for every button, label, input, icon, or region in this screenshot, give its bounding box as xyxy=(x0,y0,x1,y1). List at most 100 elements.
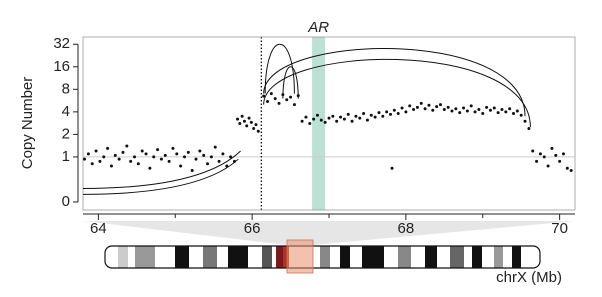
point xyxy=(527,126,531,130)
band xyxy=(362,246,384,268)
band xyxy=(425,246,437,268)
y-tick-label: 8 xyxy=(62,80,70,97)
point xyxy=(300,119,304,123)
ideogram xyxy=(104,239,541,274)
point xyxy=(535,159,539,163)
point xyxy=(269,92,273,96)
band xyxy=(472,246,482,268)
point xyxy=(225,164,229,168)
tail-curve xyxy=(82,150,241,189)
point xyxy=(238,121,242,125)
highlight-label: AR xyxy=(307,19,329,36)
band xyxy=(203,246,217,268)
point xyxy=(281,93,285,97)
point xyxy=(385,110,389,114)
point xyxy=(198,149,202,153)
point xyxy=(232,159,236,163)
point xyxy=(565,166,569,170)
x-axis-title: chrX (Mb) xyxy=(496,269,562,286)
point xyxy=(446,105,450,109)
point xyxy=(358,116,362,120)
point xyxy=(373,115,377,119)
point xyxy=(182,155,186,159)
point xyxy=(496,111,500,115)
y-tick-label: 16 xyxy=(53,58,70,75)
point xyxy=(148,166,152,170)
tail-curve xyxy=(82,158,239,195)
point xyxy=(179,164,183,168)
band xyxy=(450,246,464,268)
point xyxy=(304,115,308,119)
point xyxy=(354,114,358,118)
band xyxy=(262,246,272,268)
arc xyxy=(263,58,531,128)
point xyxy=(102,155,106,159)
point xyxy=(202,153,206,157)
highlight-band xyxy=(312,37,326,210)
point xyxy=(289,95,293,99)
point xyxy=(186,150,190,154)
point xyxy=(240,114,244,118)
arc xyxy=(264,44,295,94)
band xyxy=(398,246,411,268)
point xyxy=(209,155,213,159)
point xyxy=(523,119,527,123)
point xyxy=(369,113,373,117)
band xyxy=(175,246,189,268)
point xyxy=(500,108,504,112)
point xyxy=(550,146,554,150)
band xyxy=(512,246,521,268)
point xyxy=(350,119,354,123)
point xyxy=(458,111,462,115)
point xyxy=(129,159,133,163)
point xyxy=(94,149,98,153)
point xyxy=(512,112,515,116)
point xyxy=(254,123,258,127)
point xyxy=(256,129,260,133)
x-tick-label: 66 xyxy=(244,220,261,237)
band xyxy=(494,246,503,268)
point xyxy=(362,112,366,116)
point xyxy=(515,109,519,113)
point xyxy=(125,144,129,148)
zoom-region xyxy=(286,239,314,274)
point xyxy=(213,145,217,149)
point xyxy=(312,117,316,121)
point xyxy=(236,117,240,121)
point xyxy=(504,110,508,114)
point xyxy=(519,113,523,117)
point xyxy=(242,119,246,123)
band xyxy=(228,246,248,268)
point xyxy=(159,157,163,161)
point xyxy=(277,101,281,105)
point xyxy=(404,110,408,114)
y-tick-label: 2 xyxy=(62,125,70,142)
point xyxy=(339,115,343,119)
point xyxy=(266,100,269,104)
point xyxy=(247,116,251,120)
point xyxy=(83,157,87,161)
point xyxy=(217,159,221,163)
point xyxy=(327,116,331,120)
y-axis-title: Copy Number xyxy=(19,77,36,170)
point xyxy=(319,118,323,122)
y-tick-label: 4 xyxy=(62,103,70,120)
point xyxy=(90,162,94,166)
x-tick-label: 64 xyxy=(90,220,107,237)
x-tick-label: 70 xyxy=(551,220,568,237)
point xyxy=(473,110,477,114)
point xyxy=(245,124,249,128)
point xyxy=(400,106,404,110)
point xyxy=(481,112,485,116)
point xyxy=(488,108,492,112)
y-tick-label: 1 xyxy=(62,148,70,165)
point xyxy=(492,106,496,110)
arc xyxy=(263,47,526,117)
point xyxy=(408,104,412,108)
point xyxy=(296,94,300,98)
arc xyxy=(282,66,299,99)
point xyxy=(381,114,385,118)
point xyxy=(86,152,90,156)
point xyxy=(542,155,546,159)
point xyxy=(229,155,233,159)
